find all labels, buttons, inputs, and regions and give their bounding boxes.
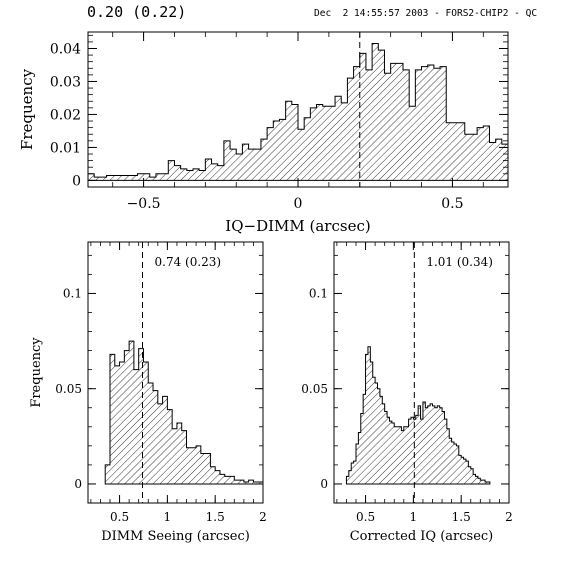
chart-panel-bottom-left: 0.5 1 1.5 2 0 0.05 0.1 0.74 (0.23) DIMM Seeing (…	[29, 241, 267, 544]
y-tick-label: 0.02	[50, 107, 81, 123]
y-tick-label: 0.04	[50, 41, 81, 57]
y-axis-label: Frequency	[29, 337, 44, 408]
y-tick-label: 0.05	[301, 382, 328, 396]
y-tick-label: 0.01	[50, 140, 81, 156]
x-tick-label: 2	[505, 510, 513, 524]
x-axis-label: DIMM Seeing (arcsec)	[101, 529, 250, 544]
x-tick-label: 1.5	[206, 510, 225, 524]
chart-panel-top: −0.5 0 0.5 0 0.01 0.02 0.03 0.04 IQ−DIMM (arcsec…	[18, 31, 509, 235]
median-annotation: 1.01 (0.34)	[426, 255, 493, 269]
plot-frame	[87, 241, 264, 504]
histogram-top	[87, 43, 509, 181]
x-tick-label: 0	[294, 196, 303, 212]
plot-frame	[333, 241, 510, 504]
median-annotation: 0.74 (0.23)	[155, 255, 222, 269]
y-tick-label: 0	[72, 173, 81, 189]
header-left: 0.20 (0.22)	[87, 3, 187, 21]
x-tick-label: 0.5	[441, 196, 463, 212]
x-axis-label: IQ−DIMM (arcsec)	[225, 217, 370, 235]
y-tick-label: 0.1	[63, 287, 82, 301]
x-tick-label: 0.5	[356, 510, 375, 524]
x-tick-label: 1	[164, 510, 172, 524]
x-tick-label: 1	[410, 510, 418, 524]
x-axis-label: Corrected IQ (arcsec)	[350, 529, 494, 544]
y-tick-label: 0.03	[50, 74, 81, 90]
histogram-bottom-right	[345, 346, 491, 485]
x-tick-label: 1.5	[452, 510, 471, 524]
x-tick-label: 0.5	[110, 510, 129, 524]
y-tick-label: 0	[74, 477, 82, 491]
histogram-bottom-left	[104, 340, 264, 485]
x-tick-label: 2	[259, 510, 267, 524]
y-tick-label: 0.1	[309, 287, 328, 301]
header-right: Dec 2 14:55:57 2003 - FORS2-CHIP2 - QC	[314, 8, 538, 19]
chart-panel-bottom-right: 0.5 1 1.5 2 0 0.05 0.1 1.01 (0.34) Corrected IQ …	[301, 241, 513, 544]
y-axis-label: Frequency	[18, 68, 36, 150]
x-tick-label: −0.5	[127, 196, 161, 212]
y-tick-label: 0.05	[55, 382, 82, 396]
y-tick-label: 0	[320, 477, 328, 491]
